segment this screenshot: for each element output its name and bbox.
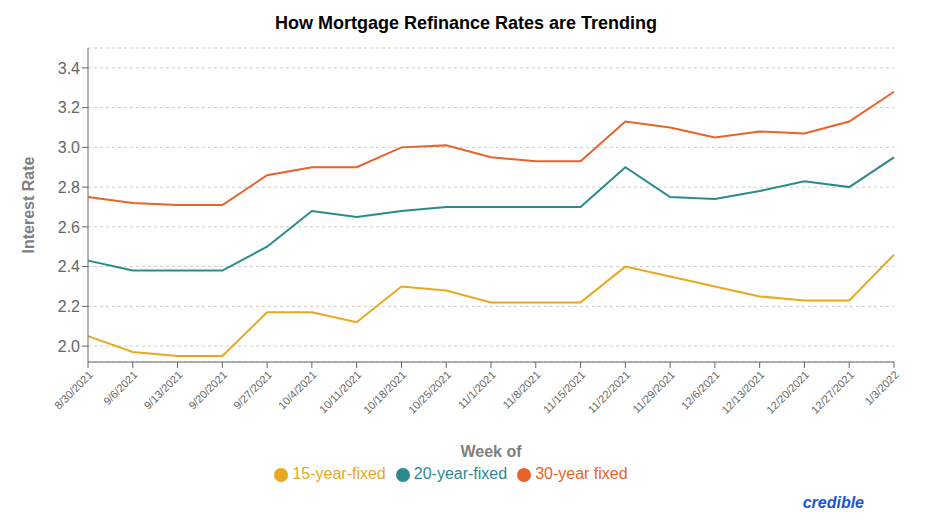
svg-text:11/22/2021: 11/22/2021 — [585, 368, 632, 415]
svg-text:10/25/2021: 10/25/2021 — [406, 368, 453, 415]
svg-text:11/29/2021: 11/29/2021 — [630, 368, 677, 415]
svg-text:3.2: 3.2 — [58, 99, 80, 116]
svg-text:10/11/2021: 10/11/2021 — [317, 368, 364, 415]
svg-text:8/30/2021: 8/30/2021 — [52, 368, 95, 411]
svg-text:11/1/2021: 11/1/2021 — [455, 368, 498, 411]
svg-text:2.8: 2.8 — [58, 179, 80, 196]
html-text:30-year fixed: 30-year fixed — [535, 465, 628, 482]
svg-text:2.2: 2.2 — [58, 298, 80, 315]
svg-text:Interest Rate: Interest Rate — [20, 156, 37, 253]
svg-text:10/4/2021: 10/4/2021 — [276, 368, 319, 411]
svg-text:11/8/2021: 11/8/2021 — [500, 368, 543, 411]
svg-text:Week of: Week of — [460, 443, 522, 460]
svg-text:9/13/2021: 9/13/2021 — [141, 368, 184, 411]
svg-text:1/3/2022: 1/3/2022 — [862, 368, 901, 407]
svg-text:10/18/2021: 10/18/2021 — [361, 368, 408, 415]
svg-text:12/13/2021: 12/13/2021 — [719, 368, 766, 415]
svg-text:12/6/2021: 12/6/2021 — [679, 368, 722, 411]
svg-text:9/6/2021: 9/6/2021 — [101, 368, 140, 407]
svg-text:11/15/2021: 11/15/2021 — [541, 368, 588, 415]
html-text:15-year-fixed: 15-year-fixed — [292, 465, 386, 482]
html-text:How Mortgage Refinance Rates a: How Mortgage Refinance Rates are Trendin… — [275, 13, 657, 33]
html-text:20-year-fixed: 20-year-fixed — [413, 465, 508, 482]
svg-text:2.4: 2.4 — [58, 258, 80, 275]
svg-text:2.0: 2.0 — [58, 338, 80, 355]
svg-text:3.0: 3.0 — [58, 139, 80, 156]
svg-text:12/27/2021: 12/27/2021 — [809, 368, 856, 415]
svg-text:3.4: 3.4 — [58, 60, 80, 77]
svg-text:9/27/2021: 9/27/2021 — [231, 368, 274, 411]
svg-text:9/20/2021: 9/20/2021 — [186, 368, 229, 411]
svg-text:2.6: 2.6 — [58, 219, 80, 236]
svg-text:12/20/2021: 12/20/2021 — [764, 368, 811, 415]
html-text:credible: credible — [802, 494, 864, 511]
